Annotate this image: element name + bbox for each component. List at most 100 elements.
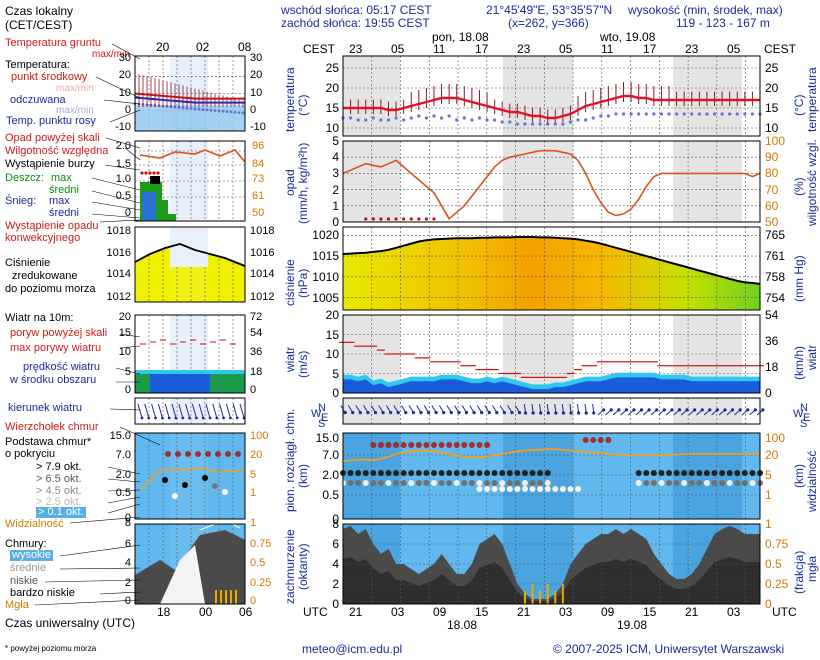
dew-point — [371, 116, 375, 120]
cloud-ylabel: pion. rozciągł. chm. — [283, 408, 297, 512]
top-hour-23: 23 — [517, 42, 531, 56]
mmhg-tick-765: 765 — [765, 228, 786, 243]
leg-wind-r-2: 36 — [250, 346, 263, 358]
legend-utc-06: 06 — [239, 605, 253, 619]
legend-utc-00: 00 — [199, 605, 213, 619]
dew-point — [621, 112, 626, 116]
leg-wind-r-3: 18 — [250, 366, 263, 378]
leg-vis-r-2: 5 — [250, 469, 257, 481]
leg-cc-l-2: 4 — [124, 557, 131, 569]
dew-point — [690, 112, 694, 116]
leg-cc-r-1: 0.75 — [250, 538, 272, 550]
legend-local-time-2: (CET/CEST) — [5, 18, 73, 32]
cloud-tick-2: 2.0 — [322, 468, 339, 482]
legend-snow-mid: średni — [49, 207, 79, 219]
bottom-date2: 19.08 — [617, 618, 648, 632]
legend-wind-title: Wiatr na 10m: — [5, 312, 74, 324]
leg-wind-l-3: 5 — [124, 366, 131, 378]
legend-storm: Wystąpienie burzy — [5, 158, 95, 170]
dew-point — [348, 116, 353, 120]
kmh-tick-0: 0 — [765, 386, 772, 400]
hum-tick-100: 100 — [765, 134, 786, 148]
kmh-tick-18: 18 — [765, 359, 779, 374]
dew-point — [735, 112, 739, 116]
wind-tick-15: 15 — [325, 327, 339, 342]
pressure-ylabel: ciśnienie — [283, 259, 297, 306]
footer-email[interactable]: meteo@icm.edu.pl — [302, 642, 403, 656]
legend-precip-occ1: Wystąpienie opadu — [5, 220, 99, 232]
leg-cc-r-0: 1 — [250, 517, 257, 529]
legend-cloud-vlow: bardzo niskie — [10, 587, 75, 599]
cover-tick-4: 4 — [332, 557, 339, 571]
mmhg-tick-758: 758 — [765, 269, 786, 284]
bottom-hour-15: 15 — [475, 605, 489, 619]
legend-precip-occ2: konwekcyjnego — [5, 232, 81, 244]
fog-tick-0: 0 — [765, 597, 772, 611]
dew-point — [523, 122, 527, 126]
hum-tick-50: 50 — [765, 215, 779, 229]
dew-point — [439, 116, 444, 120]
vis-unit: (km) — [792, 464, 806, 488]
fog-tick-0.5: 0.5 — [765, 557, 782, 571]
bottom-hour-09: 09 — [433, 605, 447, 619]
dew-point — [644, 112, 648, 116]
leg-vis-r-1: 20 — [250, 449, 263, 461]
humidity-ylabel: wilgotność wzgl. — [805, 139, 819, 226]
vis-tick-100: 100 — [765, 431, 786, 445]
footer-copyright: © 2007-2025 ICM, Uniwersytet Warszawski — [553, 642, 785, 656]
leg-press-l-3: 1012 — [106, 291, 131, 303]
fog-tick-0.75: 0.75 — [765, 537, 789, 551]
legend-rain-mid: średni — [49, 184, 79, 196]
leg-press-r-0: 1018 — [250, 225, 275, 237]
leg-cc-l-1: 6 — [124, 538, 131, 550]
dew-point — [500, 120, 504, 124]
legend-snow-max: max — [49, 195, 70, 207]
compass-n-right: N — [800, 402, 808, 414]
leg-cc-l-0: 8 — [124, 517, 131, 529]
leg-hum-r-0: 96 — [252, 140, 265, 152]
legend-utc-18: 18 — [157, 605, 171, 619]
wind-ylabel-right: wiatr — [805, 344, 819, 370]
dew-point — [728, 112, 732, 116]
press-tick-1005: 1005 — [312, 290, 339, 305]
legend-okt-45: > 4.5 okt. — [36, 485, 82, 497]
leg-temp-l-1: 20 — [118, 69, 131, 82]
dew-point — [462, 116, 466, 120]
temp-ylabel: temperatura — [283, 67, 297, 132]
dew-point — [356, 118, 360, 122]
dew-point — [720, 112, 724, 116]
top-hour-05: 05 — [391, 42, 405, 56]
dew-point — [447, 114, 451, 118]
wind-tick-0: 0 — [332, 386, 339, 400]
pressure-line — [342, 236, 761, 285]
compass-w-left: W — [311, 408, 322, 420]
top-tz-right: CEST — [764, 42, 797, 56]
leg-hum-r-4: 50 — [252, 207, 265, 219]
cover-tick-2: 2 — [332, 577, 339, 591]
leg-hum-r-1: 84 — [252, 158, 265, 170]
legend-cloud-low: niskie — [10, 575, 39, 587]
precip-tick-2: 2 — [332, 182, 339, 197]
leg-cc-l-4: 0 — [124, 595, 131, 607]
cover-tick-8: 8 — [332, 517, 339, 531]
mmhg-tick-754: 754 — [765, 290, 786, 305]
legend-humidity: Wilgotność względna — [5, 145, 109, 157]
vis-tick-20: 20 — [765, 448, 779, 462]
leg-precip-l-0: 2.0 — [115, 140, 131, 152]
dew-point — [652, 112, 656, 116]
mmhg-tick-761: 761 — [765, 249, 786, 264]
dew-point — [432, 114, 436, 118]
compass-s-right: S — [800, 418, 808, 430]
legend-dew: Temp. punktu rosy — [6, 115, 96, 127]
sunrise-text: wschód słońca: 05:17 CEST — [281, 3, 432, 17]
dew-point — [667, 112, 671, 116]
leg-cc-r-3: 0.25 — [250, 577, 272, 589]
fog-tick-1: 1 — [765, 517, 772, 531]
vis-ylabel: widzialność — [805, 450, 819, 512]
compass-e-right: E — [803, 412, 811, 424]
precip-tick-3: 3 — [332, 166, 339, 181]
dew-point — [682, 112, 686, 116]
visibility-line — [342, 448, 760, 462]
precip-tick-1: 1 — [332, 198, 339, 213]
